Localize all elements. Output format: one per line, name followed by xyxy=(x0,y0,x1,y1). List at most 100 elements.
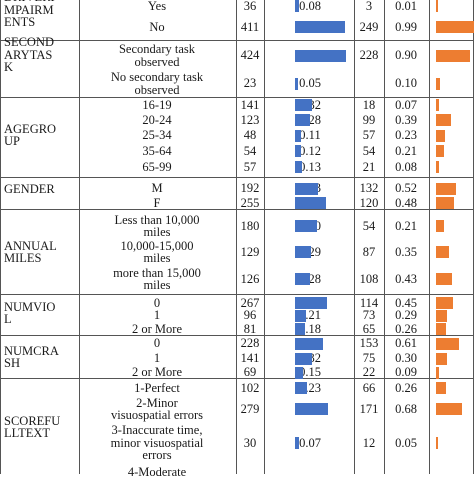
category-label: miles xyxy=(143,225,171,239)
count-right: 120 xyxy=(359,195,379,210)
proportion-bar-right xyxy=(436,21,474,33)
category-label: Yes xyxy=(147,0,167,13)
group-separator xyxy=(0,40,474,41)
proportion-right: 0.21 xyxy=(395,218,417,233)
proportion-bar-right xyxy=(436,382,446,394)
proportion-bar-right xyxy=(436,352,448,365)
proportion-bar-left xyxy=(295,21,345,33)
proportion-bar-right xyxy=(436,273,453,285)
proportion-right: 0.99 xyxy=(395,19,417,34)
proportion-right: 0.01 xyxy=(395,0,417,13)
category-label: errors xyxy=(142,448,172,463)
category-label: 2 or More xyxy=(132,365,182,380)
category-label: 1-Perfect xyxy=(134,380,180,395)
count-right: 65 xyxy=(362,321,376,336)
count-right: 21 xyxy=(362,159,376,174)
count-left: 123 xyxy=(240,112,260,127)
proportion-right: 0.39 xyxy=(395,112,417,127)
count-left: 126 xyxy=(240,271,260,286)
count-left: 411 xyxy=(240,19,260,34)
category-label: more than 15,000 xyxy=(113,265,201,280)
proportion-right: 0.05 xyxy=(395,435,417,450)
count-left: 54 xyxy=(243,143,257,158)
group-separator xyxy=(0,177,474,178)
count-left: 279 xyxy=(240,401,260,416)
proportion-bar-left xyxy=(295,182,319,195)
column-rule xyxy=(354,0,355,474)
proportion-bar-right xyxy=(436,403,462,415)
proportion-bar-right xyxy=(436,0,438,12)
proportion-bar-right xyxy=(436,323,446,335)
proportion-bar-left xyxy=(295,309,307,322)
category-label: F xyxy=(153,195,161,210)
proportion-bar-right xyxy=(436,99,439,111)
count-right: 75 xyxy=(362,351,376,366)
count-right: 114 xyxy=(359,295,379,310)
count-left: 69 xyxy=(243,365,257,380)
category-label: 25-34 xyxy=(142,128,172,143)
proportion-right: 0.45 xyxy=(395,295,417,310)
category-label: minor visuospatial xyxy=(110,435,204,450)
category-label: Secondary task xyxy=(118,42,196,56)
group-separator xyxy=(0,335,474,336)
group-label: ANNUAL xyxy=(4,238,57,253)
group-label: MPAIRM xyxy=(4,2,54,17)
proportion-bar-right xyxy=(436,161,440,173)
proportion-right: 0.08 xyxy=(395,159,417,174)
category-label: 65-99 xyxy=(142,159,172,174)
proportion-bar-left xyxy=(295,145,302,157)
count-left: 267 xyxy=(240,295,260,310)
proportion-bar-right xyxy=(436,114,451,126)
count-right: 108 xyxy=(359,271,379,286)
proportion-bar-right xyxy=(436,297,454,309)
group-label: NUMVIO xyxy=(4,299,56,314)
proportion-right: 0.29 xyxy=(395,308,417,323)
proportion-right: 0.21 xyxy=(395,143,417,158)
column-rule xyxy=(264,0,265,474)
category-label: miles xyxy=(143,278,171,292)
count-left: 129 xyxy=(240,244,260,259)
proportion-bar-left xyxy=(295,337,323,350)
count-right: 22 xyxy=(362,365,376,380)
column-rule xyxy=(384,0,385,474)
category-label: visuospatial errors xyxy=(111,408,203,422)
count-left: 96 xyxy=(243,308,257,323)
proportion-bar-right xyxy=(436,337,460,350)
proportion-left: 0.07 xyxy=(299,435,321,450)
group-label: NUMCRA xyxy=(4,343,59,358)
proportion-bar-left xyxy=(295,273,311,285)
proportion-left: 0.15 xyxy=(299,365,321,380)
count-right: 99 xyxy=(362,112,376,127)
category-label: M xyxy=(151,181,163,196)
proportion-right: 0.26 xyxy=(395,380,417,395)
count-left: 102 xyxy=(240,380,260,395)
proportion-left: 0.11 xyxy=(299,128,321,143)
count-left: 48 xyxy=(243,128,257,143)
count-right: 57 xyxy=(362,128,376,143)
count-left: 192 xyxy=(240,181,260,196)
count-left: 424 xyxy=(240,48,260,63)
category-label: 1 xyxy=(153,308,161,323)
group-label: ENTS xyxy=(4,15,36,30)
proportion-right: 0.43 xyxy=(395,271,417,286)
group-label: GENDER xyxy=(4,181,55,196)
proportion-right: 0.10 xyxy=(395,76,417,91)
count-right: 132 xyxy=(359,181,379,196)
proportion-bar-right xyxy=(436,182,456,195)
count-left: 30 xyxy=(243,435,257,450)
category-label: observed xyxy=(134,54,180,69)
count-left: 57 xyxy=(243,159,257,174)
proportion-right: 0.90 xyxy=(395,48,417,63)
proportion-bar-left xyxy=(295,197,326,209)
count-left: 141 xyxy=(240,97,260,112)
proportion-bar-left xyxy=(295,114,311,126)
category-label: No secondary task xyxy=(110,70,204,84)
count-right: 249 xyxy=(359,19,379,34)
proportion-right: 0.35 xyxy=(395,244,417,259)
category-label: No xyxy=(149,19,165,34)
category-label: 4-Moderate xyxy=(127,464,187,479)
proportion-left: 0.13 xyxy=(299,159,321,174)
category-label: 10,000-15,000 xyxy=(120,238,194,253)
group-label: AGEGRO xyxy=(4,121,57,136)
